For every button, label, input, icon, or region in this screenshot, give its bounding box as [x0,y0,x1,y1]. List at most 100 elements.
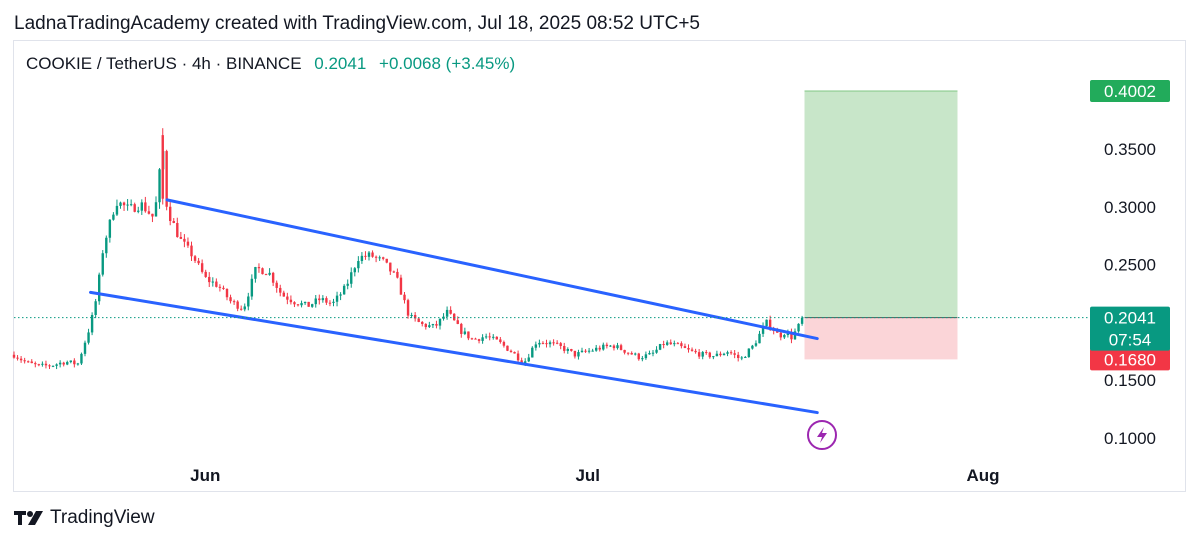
candle-body [307,301,310,307]
candle [186,237,190,248]
candle-body [563,346,566,351]
candle [726,350,729,357]
candle-body [403,294,406,301]
candle-body [768,319,772,329]
symbol-legend: COOKIE / TetherUS · 4h · BINANCE 0.2041 … [26,54,515,74]
candle [328,300,332,307]
candle [570,348,573,352]
candle-body [456,320,459,324]
candle-body [431,324,435,326]
candle [747,348,751,358]
candle [790,328,793,344]
candle [449,306,452,315]
lightning-icon[interactable] [807,420,837,450]
candle-body [715,353,719,357]
candle-body [183,238,186,242]
candle-body [534,344,538,348]
candle [94,298,97,319]
candle [566,347,569,354]
candle [587,347,591,354]
candle-body [218,286,222,288]
candle [286,292,289,305]
candle-body [261,268,264,275]
candle-body [289,299,293,303]
candle [225,288,229,301]
candle-body [463,331,467,334]
candle [460,322,463,338]
candle [694,348,697,354]
candle [222,285,225,290]
candle-body [176,222,179,237]
candle [403,292,406,304]
candle-body [470,338,474,340]
candle-body [676,343,680,345]
candle-body [229,297,232,302]
candle-body [332,301,335,303]
candle [499,336,502,344]
candle [687,344,690,353]
candle-body [406,300,410,316]
candle [506,345,509,352]
candle [211,277,214,287]
candle [584,349,587,353]
tradingview-brand[interactable]: TradingView [14,507,155,529]
candle [421,321,424,327]
candle [268,268,271,276]
candle-body [577,352,580,357]
candle [133,202,136,213]
candle [303,301,307,305]
candle [527,353,530,363]
candle [666,340,669,346]
candle [477,338,481,344]
candle [598,345,601,352]
candle-body [268,272,271,275]
candle-body [55,364,58,366]
candle-body [137,210,140,212]
candle [715,350,719,357]
price-tick-label: 0.3500 [1104,140,1156,159]
candle-body [385,258,388,263]
candle [637,352,640,361]
candle [12,351,16,359]
candle-body [378,257,381,259]
candle [76,362,80,366]
candle-body [524,361,527,364]
candle-body [27,361,30,363]
candle-body [602,344,605,350]
candle [236,300,239,312]
target-price-badge-bg [1090,79,1170,102]
candle [27,360,30,363]
candle-body [488,336,491,338]
candle [282,290,285,297]
candle [154,196,158,217]
candle-body [318,298,321,301]
candle [705,350,708,355]
candle-body [598,347,601,350]
candle [428,321,431,329]
candle [90,312,94,336]
candle [257,263,261,273]
candle [144,196,147,213]
candle [552,339,555,346]
candle [797,323,800,333]
candle [658,343,662,351]
candle-body [502,342,506,346]
candle [158,168,161,209]
candle [34,361,37,368]
candle-body [722,353,726,356]
candle [232,299,236,305]
candle-body [211,281,214,283]
candle-body [250,278,254,297]
candle [87,328,90,345]
candle-body [112,214,115,220]
target-zone [804,90,958,318]
candle-body [477,339,481,341]
candle [623,349,626,355]
candle [247,292,250,311]
candle [264,273,268,276]
candle-body [62,362,65,365]
candle [122,201,126,211]
candle-body [467,331,470,339]
candle [147,205,151,215]
